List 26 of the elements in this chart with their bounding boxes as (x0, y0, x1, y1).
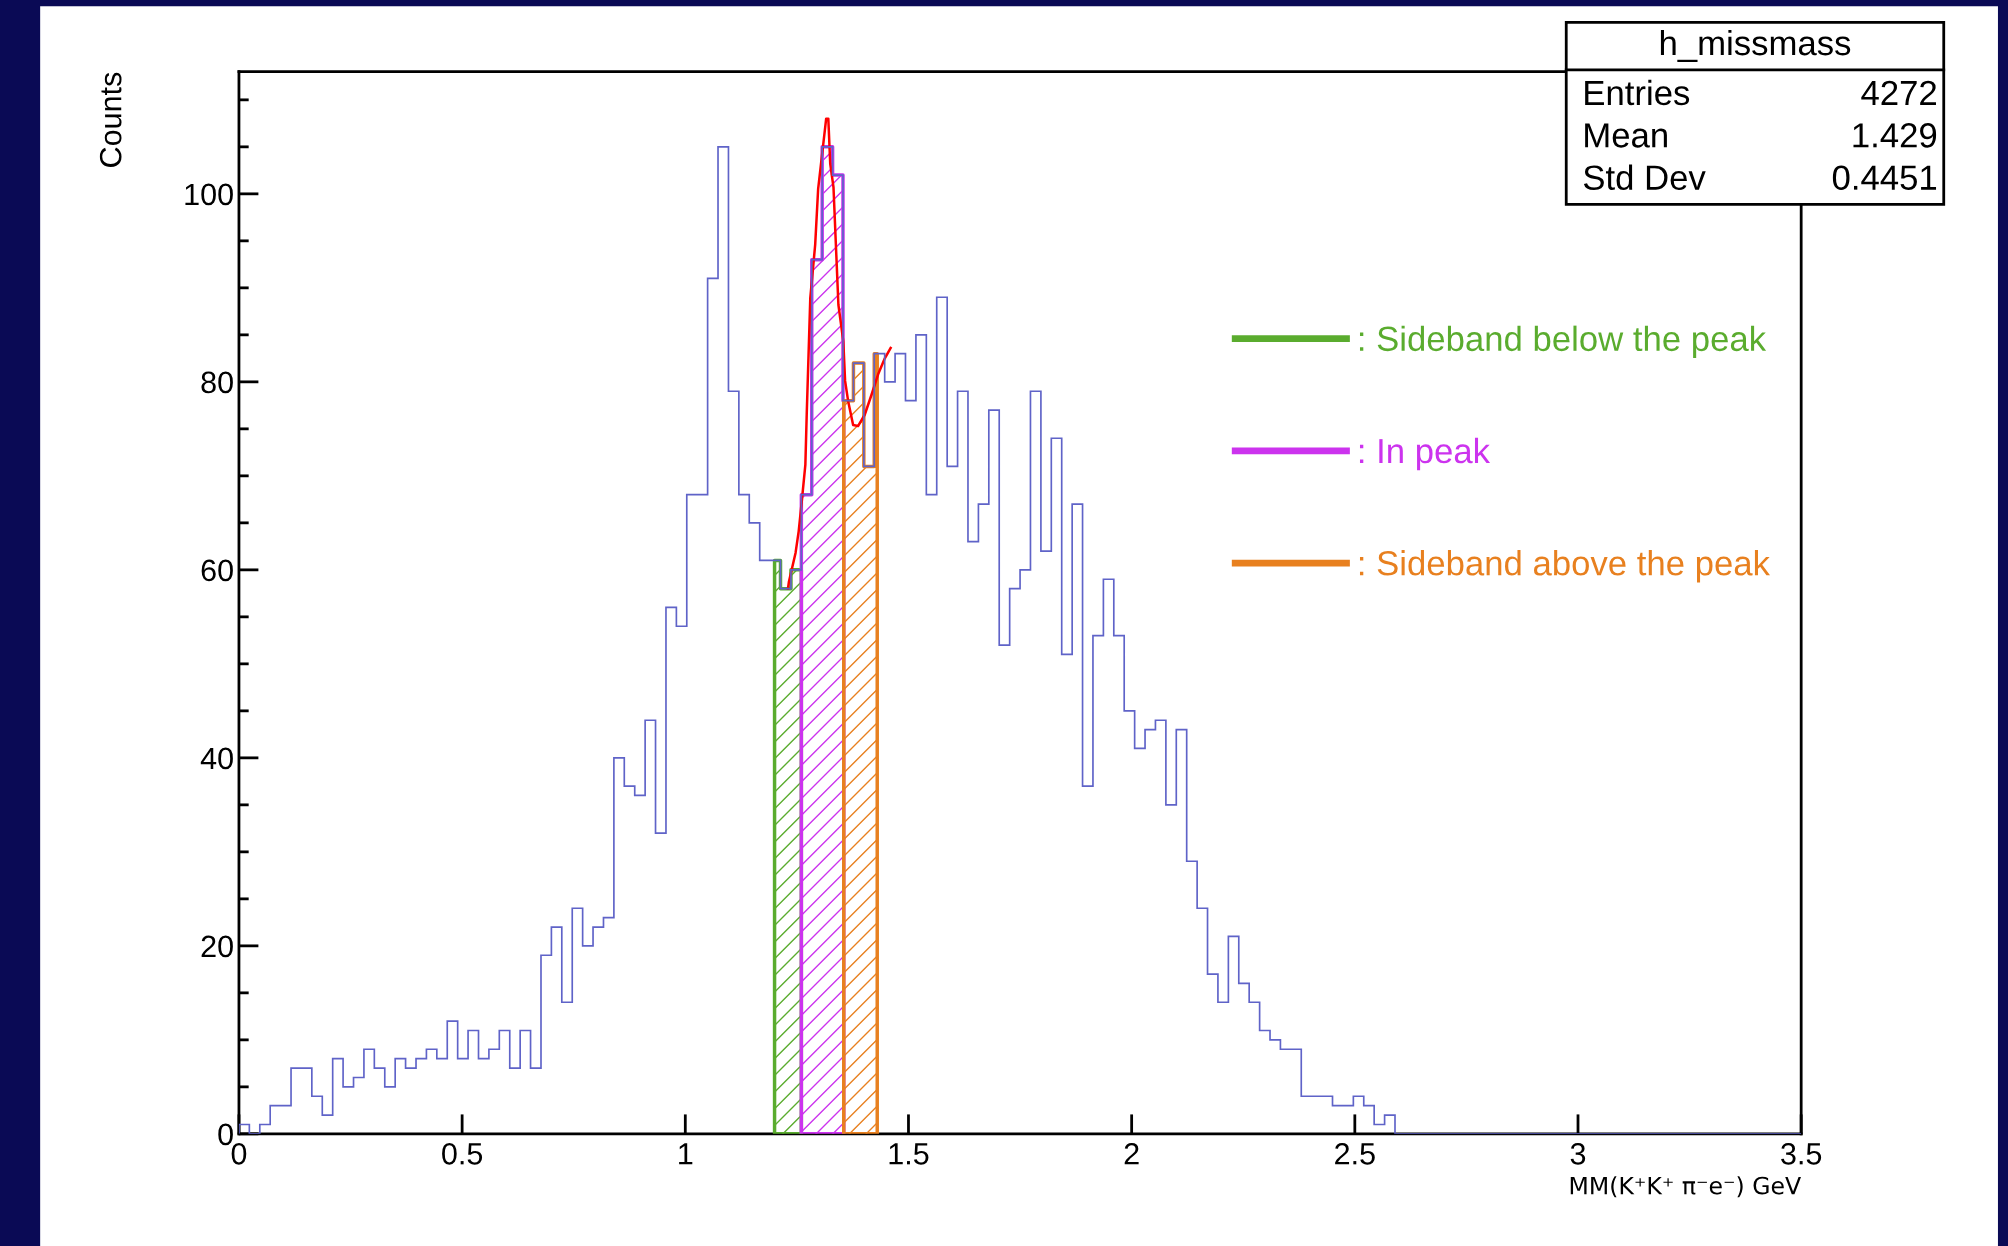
y-axis-title: Counts (99, 72, 122, 167)
text: 4272 (1861, 80, 1936, 105)
y-tick-label: 60 (201, 559, 233, 582)
y-tick-label: 100 (185, 183, 233, 206)
x-tick-label: 3 (1570, 1143, 1586, 1165)
y-tick-label: 20 (201, 935, 233, 958)
band-label: : Sideband below the peak (1359, 325, 1767, 358)
text: h_missmass (1660, 29, 1851, 62)
text: 0.4451 (1832, 165, 1937, 190)
y-tick-label: 80 (201, 371, 233, 394)
y-tick-label: 40 (200, 747, 233, 770)
x-tick-label: 2 (1124, 1143, 1139, 1165)
annotation: Std Dev (1583, 164, 1706, 190)
text: 1.429 (1853, 123, 1937, 148)
x-tick-label: 0.5 (442, 1143, 483, 1165)
y-tick-label: 0 (218, 1123, 233, 1146)
x-axis-title: MM(K⁺K⁺ π⁻e⁻) GeV (1570, 1176, 1801, 1198)
annotation: Mean (1585, 123, 1667, 148)
x-tick-label: 2.5 (1335, 1143, 1375, 1165)
x-tick-label: 1.5 (889, 1143, 929, 1165)
annotation: Entries (1585, 79, 1690, 106)
band-label: : In peak (1359, 437, 1491, 471)
band-label: : Sideband above the peak (1359, 550, 1771, 583)
x-tick-label: 3.5 (1781, 1143, 1822, 1165)
x-tick-label: 1 (679, 1143, 693, 1165)
x-tick-label: 0 (231, 1143, 247, 1165)
